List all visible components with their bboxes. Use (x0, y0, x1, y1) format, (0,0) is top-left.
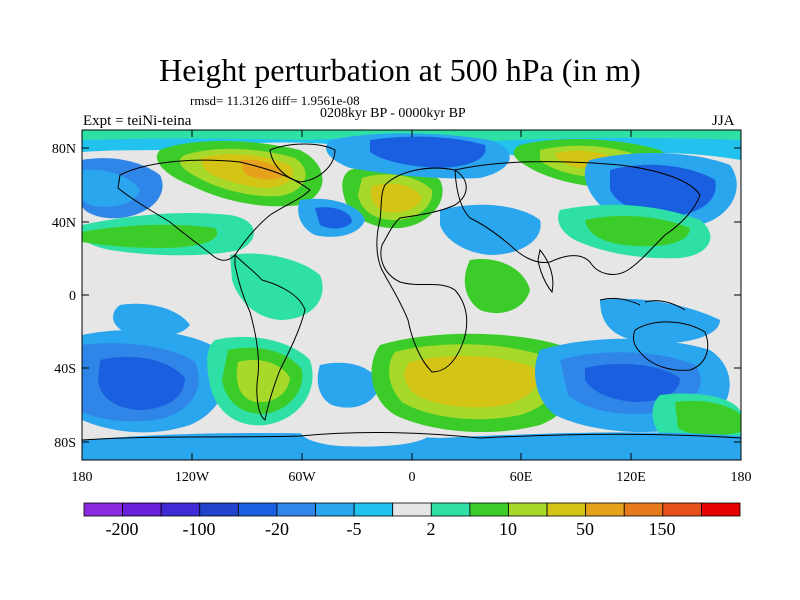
rmsd-stats-label: rmsd= 11.3126 diff= 1.9561e-08 (190, 93, 360, 108)
colorbar-label: 50 (576, 519, 594, 539)
colorbar-box (392, 502, 432, 517)
colorbar-label: 10 (499, 519, 517, 539)
colorbar-box (623, 502, 664, 517)
colorbar-box (430, 502, 471, 517)
colorbar-box (508, 502, 548, 517)
colorbar-box (160, 502, 201, 517)
period-label: 0208kyr BP - 0000kyr BP (320, 106, 466, 121)
colorbar-box (199, 502, 239, 517)
colorbar-box (83, 502, 123, 517)
coastlines (82, 143, 741, 441)
colorbar-label: 150 (649, 519, 676, 539)
y-tick-label: 80S (54, 436, 76, 451)
colorbar-label: -20 (265, 519, 289, 539)
experiment-label: Expt = teiNi-teina (83, 113, 192, 129)
y-tick-label: 40S (54, 362, 76, 377)
plot-title: Height perturbation at 500 hPa (in m) (159, 52, 641, 88)
colorbar-box (701, 502, 741, 517)
x-tick-label: 120W (175, 470, 210, 485)
colorbar-box (122, 502, 162, 517)
colorbar-boxes (83, 502, 741, 517)
colorbar-label: -5 (347, 519, 362, 539)
colorbar-box (276, 502, 316, 517)
colorbar-label: -100 (183, 519, 216, 539)
x-tick-label: 60W (288, 470, 316, 485)
colorbar-box (546, 502, 587, 517)
colorbar-label: 2 (427, 519, 436, 539)
y-tick-label: 40N (52, 216, 76, 231)
colorbar-label: -200 (106, 519, 139, 539)
y-tick-label: 0 (69, 289, 76, 304)
x-tick-label: 180 (72, 470, 93, 485)
colorbar-box (237, 502, 278, 517)
colorbar-box (662, 502, 702, 517)
x-tick-label: 60E (510, 470, 533, 485)
contour-field (82, 130, 741, 460)
colorbar-box (585, 502, 625, 517)
x-tick-label: 180 (731, 470, 752, 485)
x-tick-label: 120E (616, 470, 646, 485)
colorbar-box (353, 502, 394, 517)
season-label: JJA (712, 113, 735, 129)
x-tick-label: 0 (409, 470, 416, 485)
y-tick-label: 80N (52, 142, 76, 157)
colorbar-box (315, 502, 355, 517)
axis-ticks (81, 130, 742, 460)
colorbar-box (469, 502, 509, 517)
